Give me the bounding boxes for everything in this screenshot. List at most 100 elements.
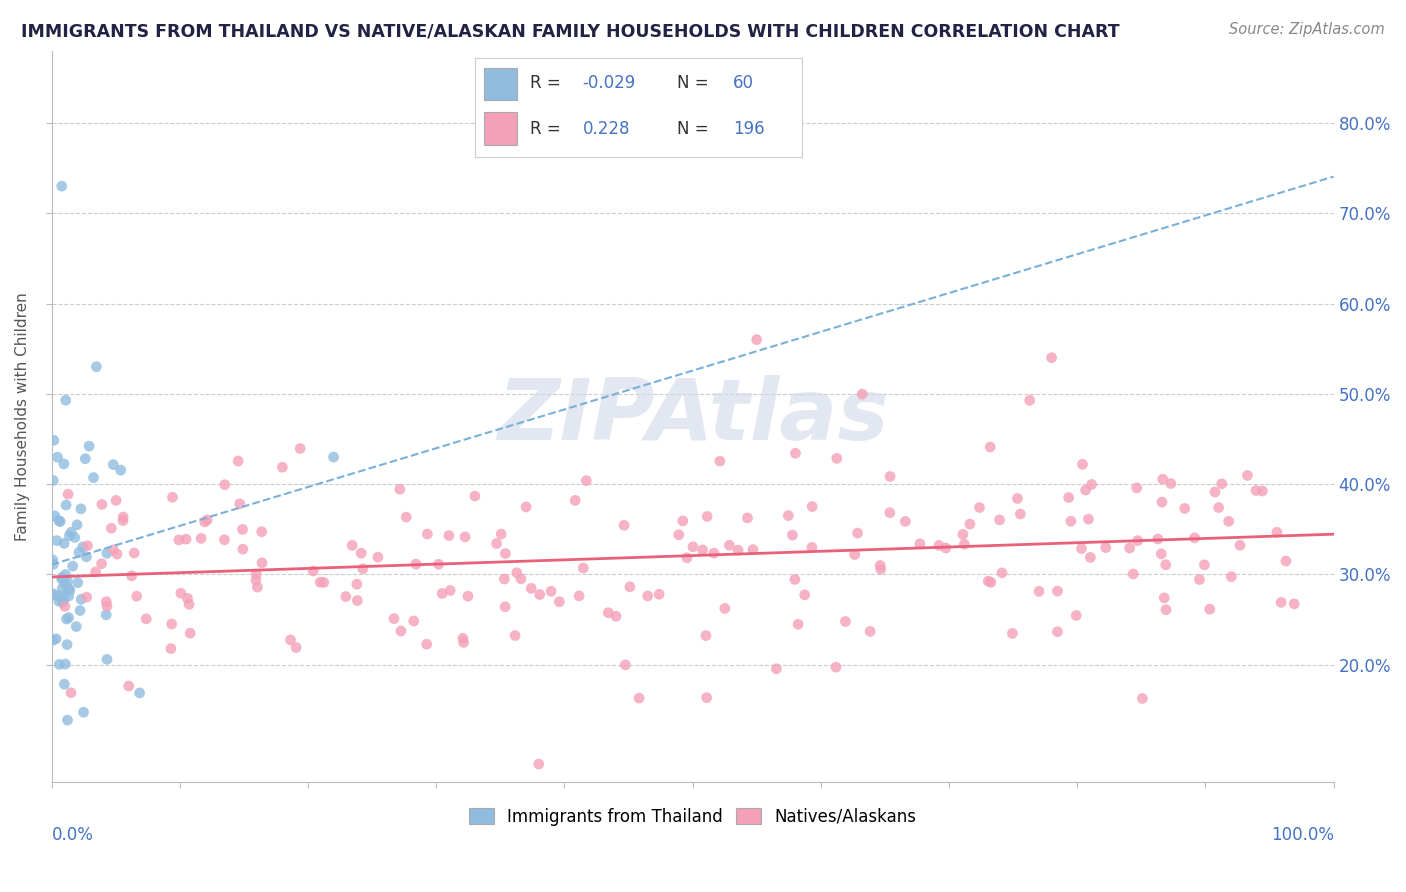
Point (346, 577, 368, 591)
Point (179, 626, 201, 640)
Point (953, 537, 976, 551)
Point (55, 612, 77, 626)
Point (1218, 514, 1240, 528)
Point (90, 557, 112, 571)
Point (851, 387, 873, 401)
Point (51, 572, 73, 586)
Point (402, 614, 425, 628)
Point (56, 638, 79, 652)
Point (977, 574, 1000, 588)
Point (121, 569, 143, 583)
Point (309, 575, 332, 590)
Point (55, 498, 77, 512)
Point (1074, 483, 1097, 497)
Point (346, 593, 368, 607)
Point (437, 528, 460, 542)
Point (696, 509, 718, 524)
Point (103, 542, 125, 557)
Point (118, 679, 141, 693)
Point (793, 588, 815, 602)
Point (226, 454, 249, 468)
Point (49, 515, 72, 529)
Point (1198, 602, 1220, 616)
Point (1251, 483, 1274, 498)
Point (527, 757, 550, 772)
Point (246, 580, 269, 594)
Point (55, 393, 77, 408)
Point (1184, 531, 1206, 545)
Point (1153, 591, 1175, 605)
Point (668, 528, 690, 542)
Point (112, 510, 135, 524)
Point (1094, 541, 1116, 555)
Point (614, 657, 637, 672)
Point (619, 580, 641, 594)
Point (988, 513, 1011, 527)
Point (55, 567, 77, 582)
Point (72, 540, 94, 554)
Point (1174, 501, 1197, 516)
Point (869, 562, 891, 576)
Point (415, 637, 437, 651)
Point (56, 574, 79, 588)
Point (245, 573, 267, 587)
Point (42, 474, 65, 488)
Point (53, 576, 76, 591)
Point (1066, 608, 1088, 623)
Text: 0.0%: 0.0% (52, 826, 93, 844)
Point (96, 595, 118, 609)
Point (520, 582, 543, 596)
Point (340, 538, 363, 552)
Point (718, 538, 741, 552)
Point (58, 589, 80, 603)
Point (55, 657, 77, 672)
Point (778, 508, 800, 523)
Point (742, 542, 765, 557)
Point (58, 610, 80, 624)
Point (572, 561, 595, 575)
Point (451, 632, 474, 646)
Point (800, 541, 823, 555)
Point (825, 660, 848, 674)
Point (568, 589, 591, 603)
Text: ZIPAtlas: ZIPAtlas (496, 375, 889, 458)
Point (42, 558, 65, 572)
Point (51, 589, 73, 603)
Point (51, 581, 73, 595)
Point (703, 546, 725, 560)
Point (125, 589, 148, 603)
Point (53, 599, 76, 614)
Point (45, 632, 67, 646)
Point (42, 434, 65, 448)
Point (1080, 550, 1102, 565)
Point (1132, 691, 1154, 706)
Point (727, 543, 749, 558)
Point (122, 546, 145, 560)
Point (167, 533, 190, 547)
Point (1150, 495, 1173, 509)
Point (548, 595, 571, 609)
Point (59, 583, 82, 598)
Point (56, 713, 79, 727)
Point (105, 493, 128, 508)
Text: IMMIGRANTS FROM THAILAND VS NATIVE/ALASKAN FAMILY HOUSEHOLDS WITH CHILDREN CORRE: IMMIGRANTS FROM THAILAND VS NATIVE/ALASK… (21, 22, 1119, 40)
Point (62, 559, 84, 574)
Point (709, 454, 731, 468)
Point (1046, 624, 1069, 639)
Point (285, 640, 308, 655)
Point (765, 662, 787, 676)
Point (1204, 485, 1226, 500)
Point (613, 518, 636, 533)
Point (48, 514, 70, 528)
Point (696, 690, 718, 705)
Point (844, 548, 866, 562)
Point (250, 524, 273, 539)
Point (1152, 472, 1174, 486)
Point (75, 451, 97, 466)
Point (427, 558, 450, 572)
Point (245, 567, 267, 582)
Point (430, 586, 453, 600)
Point (464, 489, 486, 503)
Point (69, 603, 91, 617)
Point (63, 530, 86, 544)
